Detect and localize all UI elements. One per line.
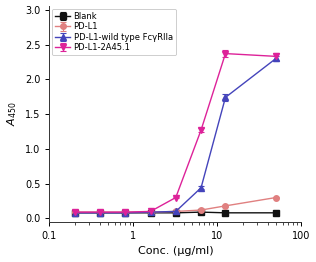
X-axis label: Conc. (μg/ml): Conc. (μg/ml) [137, 247, 213, 256]
Legend: Blank, PD-L1, PD-L1-wild type FcγRIIa, PD-L1-2A45.1: Blank, PD-L1, PD-L1-wild type FcγRIIa, P… [52, 9, 176, 55]
Y-axis label: $A_{450}$: $A_{450}$ [6, 102, 19, 126]
